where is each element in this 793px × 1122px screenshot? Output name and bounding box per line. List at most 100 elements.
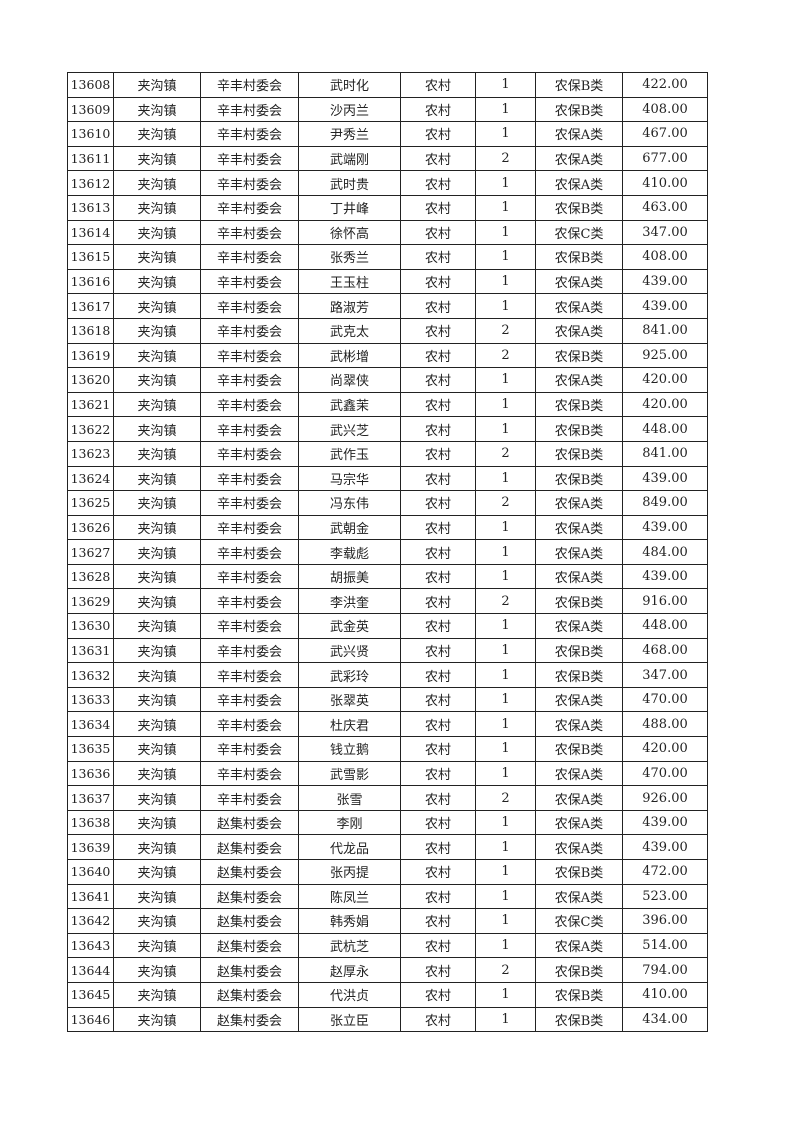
household-type-cell: 农村	[400, 563, 476, 590]
row-id-cell: 13639	[67, 834, 114, 860]
household-type-cell: 农村	[400, 121, 476, 147]
town-cell: 夹沟镇	[113, 736, 201, 762]
row-id-cell: 13620	[67, 367, 114, 393]
village-committee-cell: 辛丰村委会	[200, 686, 299, 713]
member-count-cell: 1	[475, 883, 536, 910]
table-row: 13635 夹沟镇 辛丰村委会 钱立鹅 农村 1 农保B类 420.00	[67, 736, 708, 762]
village-committee-cell: 赵集村委会	[200, 859, 299, 885]
town-cell: 夹沟镇	[113, 686, 201, 713]
village-committee-cell: 辛丰村委会	[200, 760, 299, 787]
member-count-cell: 1	[475, 760, 536, 787]
insurance-category-cell: 农保A类	[535, 121, 623, 147]
row-id-cell: 13609	[67, 96, 114, 123]
town-cell: 夹沟镇	[113, 367, 201, 393]
insurance-category-cell: 农保A类	[535, 170, 623, 196]
member-count-cell: 1	[475, 244, 536, 270]
town-cell: 夹沟镇	[113, 859, 201, 885]
household-type-cell: 农村	[400, 859, 476, 885]
household-type-cell: 农村	[400, 440, 476, 467]
town-cell: 夹沟镇	[113, 514, 201, 541]
member-count-cell: 2	[475, 957, 536, 983]
town-cell: 夹沟镇	[113, 342, 201, 369]
member-count-cell: 1	[475, 539, 536, 565]
member-count-cell: 1	[475, 1006, 536, 1033]
member-count-cell: 1	[475, 981, 536, 1008]
member-count-cell: 1	[475, 121, 536, 147]
village-committee-cell: 辛丰村委会	[200, 268, 299, 295]
person-name-cell: 李刚	[298, 809, 401, 836]
amount-cell: 849.00	[622, 490, 708, 516]
town-cell: 夹沟镇	[113, 662, 201, 688]
insurance-category-cell: 农保A类	[535, 563, 623, 590]
insurance-category-cell: 农保B类	[535, 736, 623, 762]
member-count-cell: 2	[475, 588, 536, 615]
person-name-cell: 武金英	[298, 613, 401, 639]
person-name-cell: 武彩玲	[298, 662, 401, 688]
member-count-cell: 1	[475, 662, 536, 688]
household-type-cell: 农村	[400, 145, 476, 172]
records-table: 13608 夹沟镇 辛丰村委会 武时化 农村 1 农保B类 422.00 13609 夹沟镇 辛丰村…	[67, 72, 708, 1033]
amount-cell: 347.00	[622, 219, 708, 246]
village-committee-cell: 辛丰村委会	[200, 711, 299, 738]
village-committee-cell: 赵集村委会	[200, 908, 299, 934]
town-cell: 夹沟镇	[113, 72, 201, 98]
village-committee-cell: 赵集村委会	[200, 932, 299, 959]
village-committee-cell: 赵集村委会	[200, 809, 299, 836]
household-type-cell: 农村	[400, 194, 476, 221]
person-name-cell: 李洪奎	[298, 588, 401, 615]
insurance-category-cell: 农保A类	[535, 809, 623, 836]
table-row: 13633 夹沟镇 辛丰村委会 张翠英 农村 1 农保A类 470.00	[67, 686, 708, 713]
insurance-category-cell: 农保A类	[535, 686, 623, 713]
village-committee-cell: 辛丰村委会	[200, 539, 299, 565]
table-row: 13617 夹沟镇 辛丰村委会 路淑芳 农村 1 农保A类 439.00	[67, 293, 708, 319]
insurance-category-cell: 农保A类	[535, 834, 623, 860]
member-count-cell: 2	[475, 317, 536, 344]
member-count-cell: 1	[475, 563, 536, 590]
village-committee-cell: 赵集村委会	[200, 883, 299, 910]
person-name-cell: 路淑芳	[298, 293, 401, 319]
member-count-cell: 2	[475, 145, 536, 172]
village-committee-cell: 辛丰村委会	[200, 785, 299, 811]
amount-cell: 467.00	[622, 121, 708, 147]
person-name-cell: 武时化	[298, 72, 401, 98]
amount-cell: 420.00	[622, 736, 708, 762]
table-row: 13642 夹沟镇 赵集村委会 韩秀娟 农村 1 农保C类 396.00	[67, 908, 708, 934]
town-cell: 夹沟镇	[113, 711, 201, 738]
household-type-cell: 农村	[400, 268, 476, 295]
household-type-cell: 农村	[400, 662, 476, 688]
amount-cell: 439.00	[622, 563, 708, 590]
town-cell: 夹沟镇	[113, 268, 201, 295]
table-row: 13618 夹沟镇 辛丰村委会 武克太 农村 2 农保A类 841.00	[67, 317, 708, 344]
insurance-category-cell: 农保A类	[535, 145, 623, 172]
row-id-cell: 13642	[67, 908, 114, 934]
town-cell: 夹沟镇	[113, 391, 201, 418]
amount-cell: 841.00	[622, 317, 708, 344]
town-cell: 夹沟镇	[113, 440, 201, 467]
village-committee-cell: 赵集村委会	[200, 957, 299, 983]
village-committee-cell: 辛丰村委会	[200, 563, 299, 590]
row-id-cell: 13630	[67, 613, 114, 639]
row-id-cell: 13622	[67, 416, 114, 442]
household-type-cell: 农村	[400, 981, 476, 1008]
person-name-cell: 张丙提	[298, 859, 401, 885]
member-count-cell: 1	[475, 268, 536, 295]
household-type-cell: 农村	[400, 391, 476, 418]
household-type-cell: 农村	[400, 539, 476, 565]
amount-cell: 472.00	[622, 859, 708, 885]
table-row: 13632 夹沟镇 辛丰村委会 武彩玲 农村 1 农保B类 347.00	[67, 662, 708, 688]
household-type-cell: 农村	[400, 219, 476, 246]
table-row: 13638 夹沟镇 赵集村委会 李刚 农村 1 农保A类 439.00	[67, 809, 708, 836]
insurance-category-cell: 农保B类	[535, 662, 623, 688]
household-type-cell: 农村	[400, 637, 476, 664]
row-id-cell: 13632	[67, 662, 114, 688]
table-row: 13610 夹沟镇 辛丰村委会 尹秀兰 农村 1 农保A类 467.00	[67, 121, 708, 147]
table-row: 13643 夹沟镇 赵集村委会 武杭芝 农村 1 农保A类 514.00	[67, 932, 708, 959]
member-count-cell: 2	[475, 440, 536, 467]
person-name-cell: 武时贵	[298, 170, 401, 196]
person-name-cell: 韩秀娟	[298, 908, 401, 934]
row-id-cell: 13627	[67, 539, 114, 565]
household-type-cell: 农村	[400, 1006, 476, 1033]
village-committee-cell: 辛丰村委会	[200, 194, 299, 221]
person-name-cell: 张立臣	[298, 1006, 401, 1033]
town-cell: 夹沟镇	[113, 932, 201, 959]
